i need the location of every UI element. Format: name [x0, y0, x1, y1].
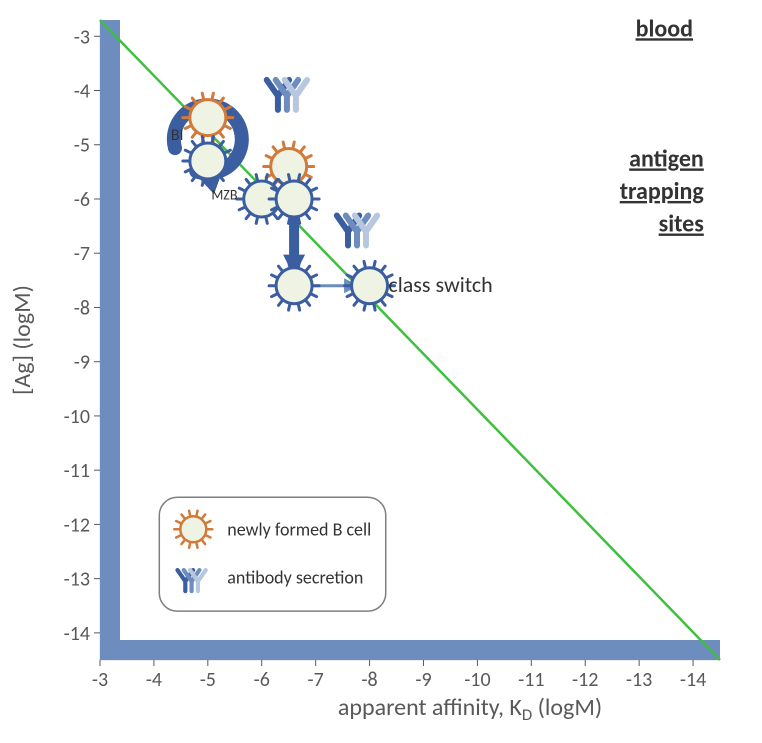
y-tick-label: -3: [74, 25, 90, 49]
x-tick-label: -10: [464, 668, 490, 692]
x-tick-label: -9: [415, 668, 431, 692]
legend: newly formed B cell antibody secretion: [159, 497, 385, 611]
x-tick-label: -3: [92, 668, 108, 692]
x-tick-label: -8: [361, 668, 377, 692]
y-tick-label: -12: [64, 513, 90, 537]
y-tick-label: -9: [74, 351, 90, 375]
region-label-ats2: trapping: [620, 177, 705, 206]
y-tick-label: -6: [74, 188, 90, 212]
x-tick-label: -12: [572, 668, 598, 692]
y-tick-label: -11: [64, 459, 90, 483]
region-label-ats1: antigen: [629, 144, 704, 173]
y-tick-label: -14: [64, 622, 90, 646]
y-tick-label: -4: [74, 80, 90, 104]
y-axis-title: [Ag] (logM): [8, 285, 37, 395]
x-axis-title: apparent affinity, KD (logM): [338, 693, 602, 725]
annotation-BI: BI: [171, 126, 184, 145]
legend-label-0: newly formed B cell: [227, 518, 371, 540]
x-tick-label: -4: [146, 668, 162, 692]
x-tick-label: -11: [518, 668, 544, 692]
y-tick-label: -7: [74, 242, 90, 266]
y-tick-label: -8: [74, 296, 90, 320]
annotation-class_switch: class switch: [388, 271, 492, 298]
region-label-blood: blood: [636, 14, 693, 43]
x-tick-label: -13: [626, 668, 652, 692]
annotation-MZB: MZB: [211, 187, 238, 204]
y-tick-label: -13: [64, 568, 90, 592]
y-tick-label: -10: [64, 405, 90, 429]
x-tick-label: -14: [680, 668, 706, 692]
x-tick-label: -6: [254, 668, 270, 692]
x-tick-label: -7: [308, 668, 324, 692]
region-label-ats3: sites: [659, 210, 704, 239]
legend-label-1: antibody secretion: [227, 566, 363, 588]
y-tick-label: -5: [74, 134, 90, 158]
immune-affinity-chart: -3-4-5-6-7-8-9-10-11-12-13-14-3-4-5-6-7-…: [0, 0, 762, 743]
x-tick-label: -5: [200, 668, 216, 692]
